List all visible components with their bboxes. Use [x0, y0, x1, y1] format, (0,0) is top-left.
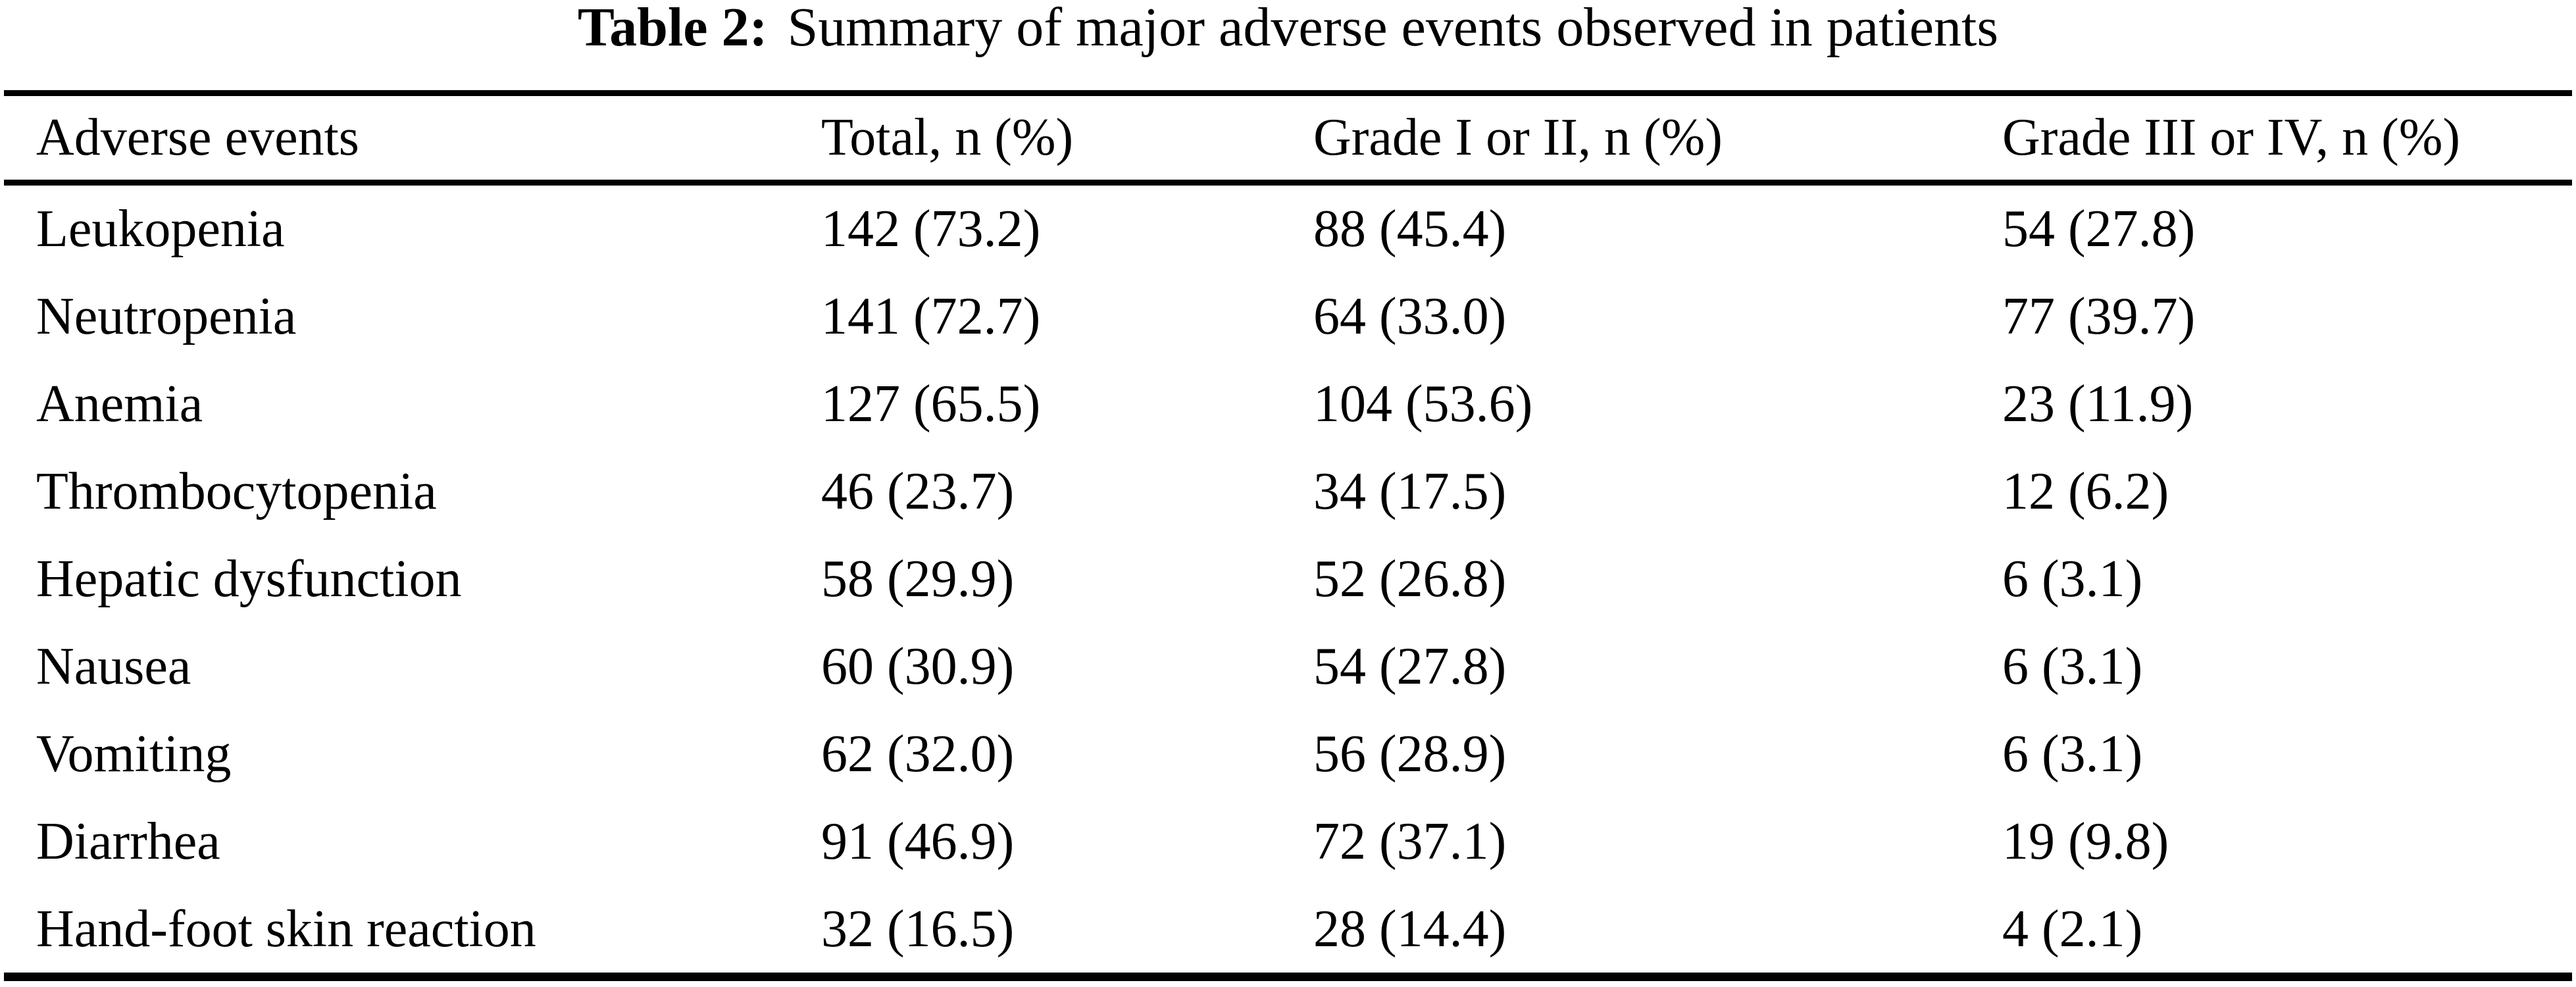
- cell-total: 32 (16.5): [821, 900, 1015, 958]
- cell-grade-1-2: 34 (17.5): [1313, 463, 1507, 520]
- header-rule: [4, 180, 2572, 186]
- cell-grade-1-2: 52 (26.8): [1313, 550, 1507, 608]
- cell-event: Thrombocytopenia: [36, 463, 437, 520]
- table-header-row: Adverse events Total, n (%) Grade I or I…: [36, 96, 2543, 180]
- column-header-adverse-events: Adverse events: [36, 109, 359, 166]
- column-header-grade-1-2: Grade I or II, n (%): [1313, 109, 1723, 166]
- cell-grade-1-2: 88 (45.4): [1313, 200, 1507, 258]
- cell-event: Hepatic dysfunction: [36, 550, 462, 608]
- cell-grade-1-2: 56 (28.9): [1313, 725, 1507, 783]
- cell-event: Neutropenia: [36, 288, 297, 345]
- cell-grade-3-4: 6 (3.1): [2002, 550, 2143, 608]
- table-body: Leukopenia 142 (73.2) 88 (45.4) 54 (27.8…: [36, 186, 2543, 973]
- cell-event: Hand-foot skin reaction: [36, 900, 536, 958]
- column-header-grade-3-4: Grade III or IV, n (%): [2002, 109, 2461, 166]
- table-caption: Table 2: Summary of major adverse events …: [0, 0, 2576, 62]
- cell-grade-3-4: 12 (6.2): [2002, 463, 2169, 520]
- column-header-total: Total, n (%): [821, 109, 1074, 166]
- cell-grade-1-2: 64 (33.0): [1313, 288, 1507, 345]
- table-caption-text: Summary of major adverse events observed…: [787, 0, 1999, 58]
- cell-grade-3-4: 6 (3.1): [2002, 638, 2143, 696]
- cell-grade-1-2: 104 (53.6): [1313, 375, 1533, 433]
- cell-event: Nausea: [36, 638, 191, 696]
- cell-event: Diarrhea: [36, 813, 220, 871]
- cell-total: 127 (65.5): [821, 375, 1041, 433]
- cell-total: 142 (73.2): [821, 200, 1041, 258]
- cell-grade-3-4: 77 (39.7): [2002, 288, 2196, 345]
- cell-total: 60 (30.9): [821, 638, 1015, 696]
- cell-total: 62 (32.0): [821, 725, 1015, 783]
- cell-total: 46 (23.7): [821, 463, 1015, 520]
- table-caption-label: Table 2:: [577, 0, 768, 58]
- cell-total: 58 (29.9): [821, 550, 1015, 608]
- cell-event: Leukopenia: [36, 200, 285, 258]
- bottom-rule: [4, 973, 2572, 981]
- cell-grade-1-2: 28 (14.4): [1313, 900, 1507, 958]
- cell-event: Vomiting: [36, 725, 232, 783]
- cell-total: 91 (46.9): [821, 813, 1015, 871]
- cell-total: 141 (72.7): [821, 288, 1041, 345]
- cell-grade-3-4: 4 (2.1): [2002, 900, 2143, 958]
- cell-event: Anemia: [36, 375, 203, 433]
- top-rule: [4, 90, 2572, 96]
- cell-grade-3-4: 54 (27.8): [2002, 200, 2196, 258]
- cell-grade-3-4: 6 (3.1): [2002, 725, 2143, 783]
- cell-grade-3-4: 23 (11.9): [2002, 375, 2194, 433]
- cell-grade-1-2: 72 (37.1): [1313, 813, 1507, 871]
- cell-grade-1-2: 54 (27.8): [1313, 638, 1507, 696]
- cell-grade-3-4: 19 (9.8): [2002, 813, 2169, 871]
